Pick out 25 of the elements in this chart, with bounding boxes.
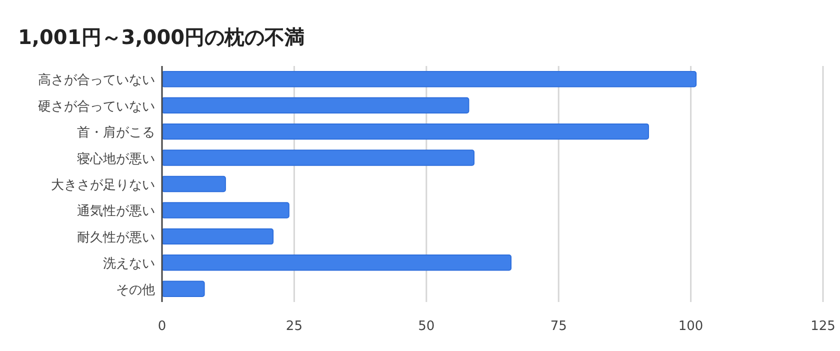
bar [162, 71, 697, 88]
bar [162, 202, 290, 218]
chart-title: 1,001円～3,000円の枕の不満 [18, 25, 305, 49]
bar [162, 150, 474, 166]
bar [162, 280, 205, 297]
y-tick-label: 大きさが足りない [51, 178, 155, 193]
x-tick-label: 125 [810, 319, 836, 334]
y-tick-label: その他 [116, 282, 155, 298]
bar [162, 228, 274, 245]
bar [162, 97, 470, 114]
y-tick-label: 硬さが合っていない [38, 99, 155, 114]
bar [162, 254, 512, 271]
y-tick-label: 高さが合っていない [38, 72, 155, 88]
x-tick-label: 50 [418, 319, 435, 334]
x-tick-label: 25 [286, 319, 302, 334]
y-tick-label: 寝心地が悪い [77, 150, 155, 167]
bar [162, 123, 649, 140]
x-tick-label: 75 [550, 319, 567, 334]
y-tick-label: 洗えない [103, 256, 155, 272]
y-tick-label: 首・肩がこる [77, 124, 155, 141]
x-tick-label: 100 [678, 319, 704, 334]
x-tick-label: 0 [158, 319, 166, 334]
bar [162, 176, 226, 192]
y-tick-label: 通気性が悪い [77, 204, 155, 220]
y-tick-label: 耐久性が悪い [77, 230, 155, 246]
